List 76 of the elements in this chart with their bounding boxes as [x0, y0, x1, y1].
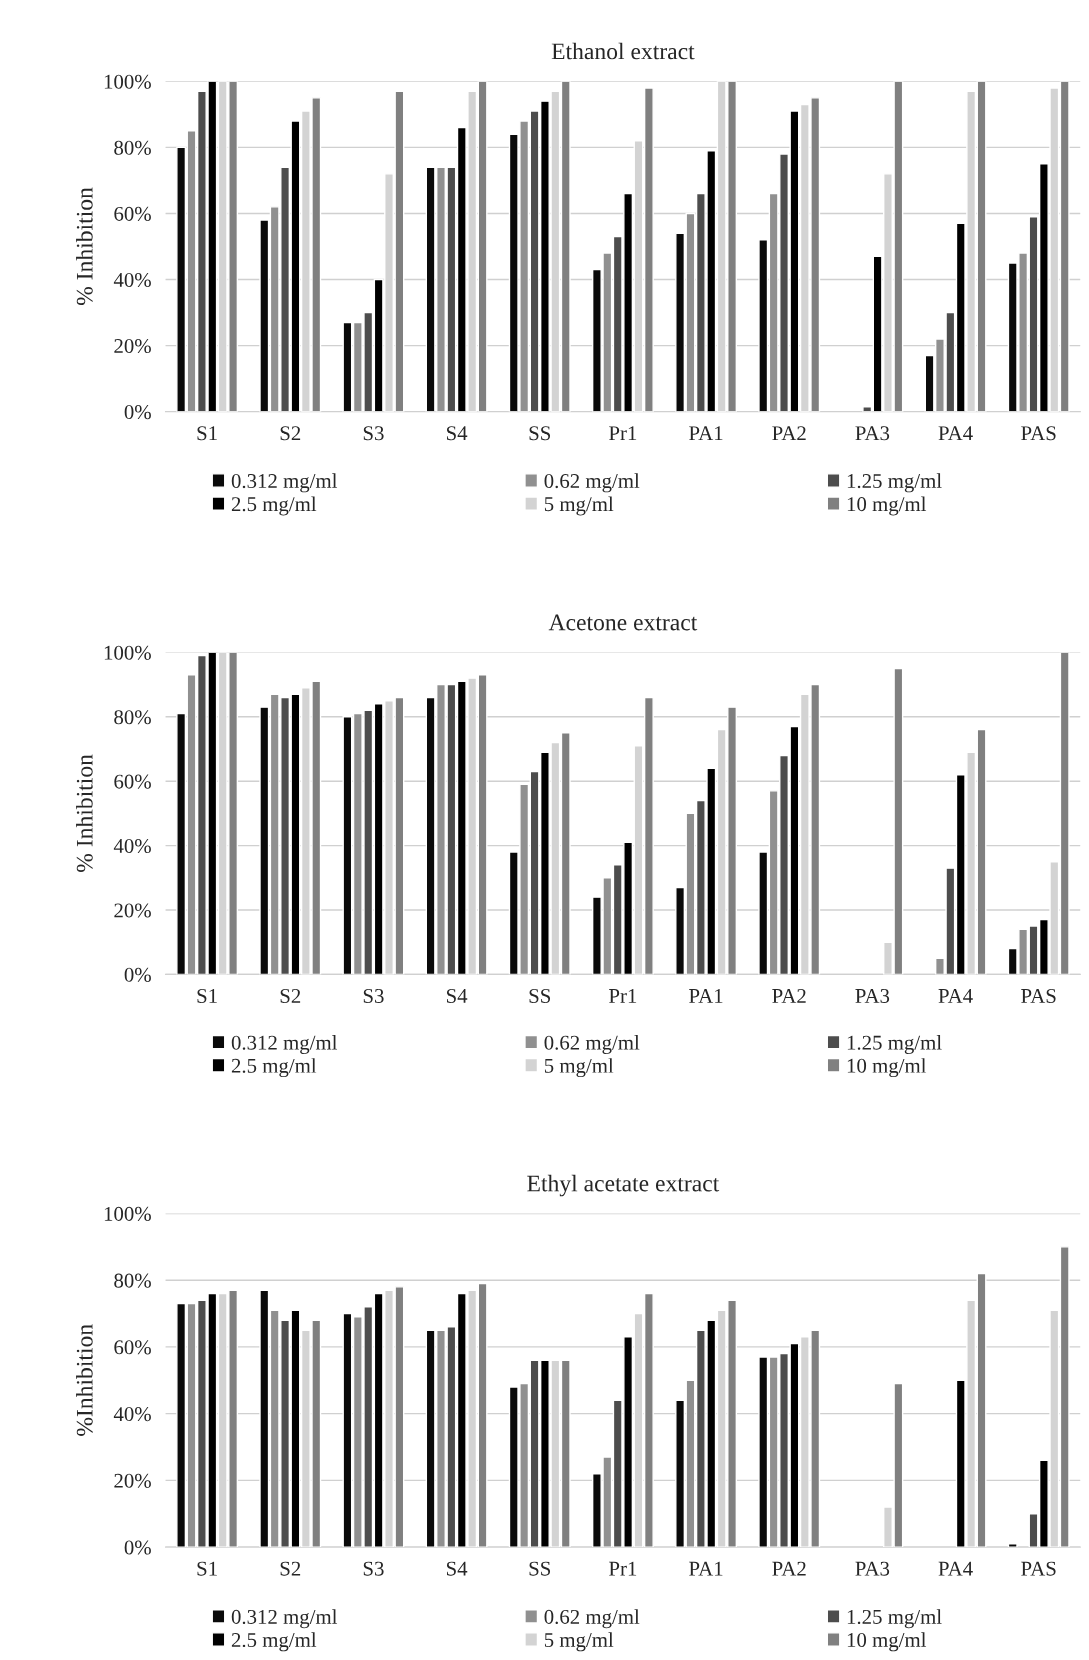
- legend-label: 0.312 mg/ml: [231, 473, 338, 493]
- y-tick-label: 60%: [114, 206, 151, 221]
- x-tick-label: Pr1: [609, 426, 637, 441]
- y-tick-label: 100%: [104, 1206, 151, 1221]
- legend-label: 2.5 mg/ml: [231, 496, 317, 516]
- bar: [1007, 1543, 1018, 1548]
- legend-label: 0.312 mg/ml: [231, 1609, 338, 1629]
- legend-label: 10 mg/ml: [847, 1632, 927, 1652]
- legend-label: 0.62 mg/ml: [544, 1609, 640, 1629]
- x-tick-label: S2: [280, 1561, 301, 1576]
- x-tick-label: S4: [446, 988, 468, 1003]
- y-tick-label: 80%: [114, 1273, 151, 1288]
- y-tick-label: 80%: [114, 140, 151, 155]
- x-tick-label: PA2: [772, 426, 806, 441]
- legend-label: 2.5 mg/ml: [231, 1632, 317, 1652]
- x-tick-label: S3: [363, 1561, 384, 1576]
- y-tick-label: 100%: [104, 74, 151, 89]
- x-tick-label: S4: [446, 426, 468, 441]
- legend-label: 1.25 mg/ml: [847, 1609, 942, 1629]
- x-tick-label: PA4: [938, 989, 973, 1003]
- legend-label: 5 mg/ml: [544, 1058, 614, 1078]
- y-tick-label: 60%: [114, 774, 151, 789]
- legend-label: 0.62 mg/ml: [544, 1035, 640, 1054]
- y-tick-label: 40%: [113, 272, 151, 288]
- x-tick-label: PA1: [689, 1561, 723, 1576]
- y-tick-label: 20%: [114, 1473, 151, 1488]
- x-tick-label: S3: [363, 988, 384, 1003]
- legend-label: 1.25 mg/ml: [847, 473, 942, 493]
- chart-title: Ethanol extract: [551, 42, 695, 60]
- y-tick-label: 80%: [114, 710, 151, 725]
- x-tick-label: Pr1: [609, 989, 637, 1003]
- x-tick-label: PAS: [1021, 1561, 1056, 1576]
- x-tick-label: PAS: [1021, 426, 1056, 441]
- y-tick-label: 0%: [124, 1540, 151, 1555]
- y-tick-label: 0%: [124, 967, 151, 982]
- x-tick-label: S2: [280, 988, 301, 1003]
- x-tick-label: SS: [529, 1561, 551, 1576]
- chart-title: Acetone extract: [548, 614, 698, 631]
- x-tick-label: S3: [363, 426, 384, 441]
- legend-label: 2.5 mg/ml: [231, 1058, 317, 1078]
- legend-label: 0.312 mg/ml: [231, 1035, 338, 1054]
- x-tick-label: PA4: [938, 1561, 973, 1576]
- y-tick-label: 60%: [114, 1340, 151, 1355]
- x-tick-label: PA1: [689, 426, 723, 441]
- x-tick-label: PA2: [772, 988, 806, 1003]
- x-tick-label: PA3: [855, 1561, 890, 1576]
- y-tick-label: 20%: [114, 903, 151, 918]
- x-tick-label: SS: [529, 426, 551, 441]
- x-tick-label: PA2: [772, 1561, 806, 1576]
- x-tick-label: PA4: [938, 426, 973, 441]
- y-axis-title: %Inhibition: [76, 1324, 93, 1436]
- legend-label: 5 mg/ml: [544, 496, 614, 516]
- y-tick-label: 100%: [104, 645, 151, 660]
- x-tick-label: S1: [197, 1561, 217, 1576]
- y-tick-label: 40%: [113, 838, 151, 854]
- x-tick-label: PAS: [1021, 988, 1056, 1003]
- x-tick-label: PA3: [855, 988, 890, 1003]
- legend-label: 10 mg/ml: [847, 1058, 927, 1078]
- legend-label: 10 mg/ml: [847, 496, 927, 516]
- x-tick-label: PA3: [855, 426, 890, 441]
- x-tick-label: S1: [197, 988, 217, 1003]
- x-tick-label: SS: [529, 988, 551, 1003]
- legend-label: 5 mg/ml: [544, 1632, 614, 1652]
- y-tick-label: 40%: [113, 1407, 151, 1422]
- legend-label: 0.62 mg/ml: [544, 473, 640, 493]
- y-tick-label: 20%: [114, 338, 151, 354]
- x-tick-label: PA1: [689, 989, 723, 1003]
- x-tick-label: S1: [197, 426, 217, 441]
- legend-label: 1.25 mg/ml: [847, 1035, 942, 1054]
- x-tick-label: S4: [446, 1561, 468, 1576]
- y-axis-title: % Inhibition: [76, 187, 93, 306]
- y-axis-title: % Inhibition: [76, 754, 93, 872]
- x-tick-label: Pr1: [609, 1561, 637, 1576]
- chart-title: Ethyl acetate extract: [527, 1174, 720, 1197]
- y-tick-label: 0%: [124, 405, 151, 420]
- x-tick-label: S2: [280, 426, 301, 441]
